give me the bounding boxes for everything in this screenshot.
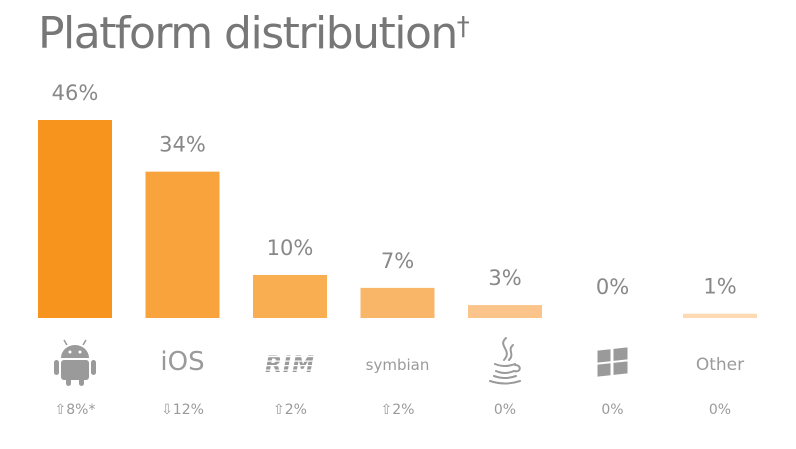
change-label-windows: 0% bbox=[601, 402, 623, 418]
category-label-other: Other bbox=[696, 355, 744, 375]
value-label-android: 46% bbox=[52, 81, 99, 105]
category-label-ios: iOS bbox=[160, 347, 204, 377]
bar-android bbox=[38, 120, 112, 318]
value-label-other: 1% bbox=[703, 275, 736, 299]
change-label-android: ⇧8%* bbox=[55, 402, 96, 418]
value-label-rim: 10% bbox=[267, 236, 314, 260]
bar-rim bbox=[253, 274, 327, 318]
change-label-other: 0% bbox=[709, 402, 731, 418]
bar-java bbox=[468, 305, 542, 318]
value-label-windows: 0% bbox=[596, 275, 629, 299]
change-label-ios: ⇩12% bbox=[161, 402, 204, 418]
windows-icon bbox=[597, 347, 628, 377]
bar-symbian bbox=[360, 287, 435, 318]
bar-other bbox=[683, 313, 757, 318]
bar-ios bbox=[145, 171, 220, 318]
value-labels-group: 46% 34% 10% 7% 3% 0% 1% bbox=[52, 81, 737, 299]
value-label-ios: 34% bbox=[159, 133, 206, 157]
value-label-java: 3% bbox=[488, 266, 521, 290]
category-label-symbian: symbian bbox=[366, 356, 430, 374]
change-label-symbian: ⇧2% bbox=[381, 402, 415, 418]
category-labels-group: iOS RIM symbian Other bbox=[54, 337, 744, 386]
change-label-java: 0% bbox=[494, 402, 516, 418]
page-title: Platform distribution† bbox=[38, 8, 470, 59]
bars-group bbox=[38, 120, 757, 318]
android-icon bbox=[54, 339, 96, 386]
change-label-rim: ⇧2% bbox=[273, 402, 307, 418]
page-title-text: Platform distribution bbox=[38, 8, 458, 59]
title-footnote-mark: † bbox=[456, 12, 470, 42]
value-label-symbian: 7% bbox=[381, 249, 414, 273]
java-icon bbox=[489, 337, 521, 385]
change-labels-group: ⇧8%* ⇩12% ⇧2% ⇧2% 0% 0% 0% bbox=[55, 402, 732, 418]
rim-logo-icon: RIM bbox=[260, 353, 320, 378]
